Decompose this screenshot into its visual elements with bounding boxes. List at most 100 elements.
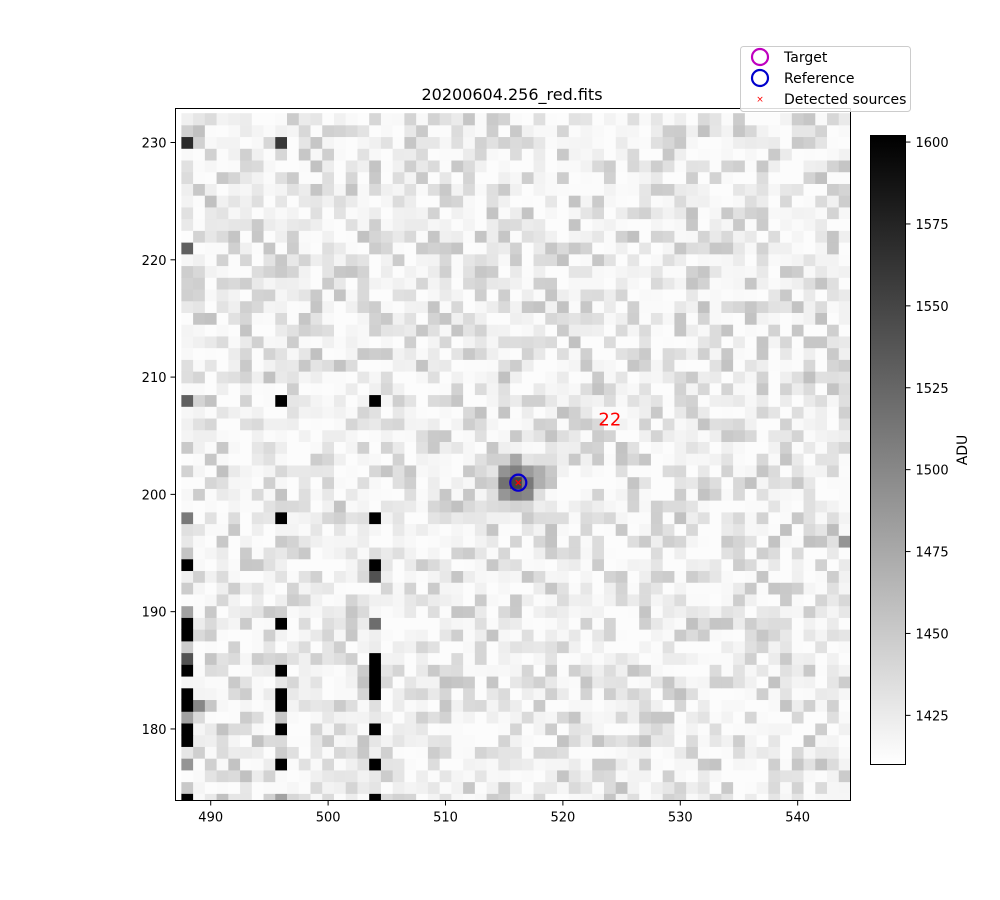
pixel <box>298 687 311 701</box>
pixel <box>627 652 640 665</box>
pixel <box>697 124 711 138</box>
pixel <box>545 124 558 138</box>
pixel <box>380 230 394 243</box>
pixel <box>451 277 464 290</box>
pixel <box>298 758 311 771</box>
pixel <box>697 347 711 360</box>
pixel <box>803 640 816 654</box>
pixel <box>533 183 546 196</box>
pixel <box>662 136 675 149</box>
pixel <box>674 160 687 173</box>
pixel <box>838 687 851 701</box>
pixel <box>404 160 417 173</box>
pixel <box>439 594 452 607</box>
pixel <box>287 699 300 712</box>
pixel <box>310 605 323 618</box>
pixel <box>416 113 429 126</box>
pixel <box>251 183 264 196</box>
pixel <box>803 535 816 548</box>
pixel <box>451 629 464 642</box>
pixel <box>639 253 652 267</box>
pixel <box>380 453 394 466</box>
pixel <box>333 406 347 419</box>
pixel <box>204 781 217 794</box>
pixel <box>486 594 499 607</box>
pixel <box>204 265 217 278</box>
pixel <box>369 394 382 407</box>
pixel <box>474 406 487 419</box>
pixel <box>686 124 699 138</box>
pixel <box>650 453 664 466</box>
pixel <box>650 113 664 126</box>
pixel <box>439 793 452 801</box>
pixel <box>181 148 194 161</box>
pixel <box>791 347 804 360</box>
pixel <box>686 418 699 431</box>
pixel <box>744 359 757 372</box>
pixel <box>439 277 452 290</box>
pixel <box>709 758 722 771</box>
pixel <box>568 218 581 231</box>
pixel <box>416 711 429 724</box>
pixel <box>204 336 217 349</box>
pixel <box>627 195 640 208</box>
pixel <box>780 535 793 548</box>
pixel <box>510 406 523 419</box>
pixel <box>780 676 793 689</box>
pixel <box>463 617 476 630</box>
pixel <box>510 582 523 595</box>
pixel <box>744 148 757 161</box>
pixel <box>416 500 429 513</box>
pixel <box>392 265 405 278</box>
pixel <box>827 324 840 337</box>
pixel <box>733 687 746 701</box>
pixel <box>298 676 311 689</box>
pixel <box>322 617 335 630</box>
pixel <box>451 183 464 196</box>
pixel <box>662 253 675 267</box>
pixel <box>240 699 253 712</box>
pixel <box>510 558 523 572</box>
pixel <box>357 277 370 290</box>
pixel <box>674 511 687 525</box>
pixel <box>287 793 300 801</box>
pixel <box>204 605 217 618</box>
pixel <box>181 429 194 442</box>
pixel <box>193 183 206 196</box>
pixel <box>240 253 253 267</box>
pixel <box>439 500 452 513</box>
pixel <box>298 183 311 196</box>
pixel <box>545 594 558 607</box>
pixel <box>228 347 241 360</box>
pixel <box>181 770 194 783</box>
pixel <box>627 406 640 419</box>
pixel <box>287 535 300 548</box>
pixel <box>639 324 652 337</box>
legend-target-label: Target <box>783 50 828 66</box>
pixel <box>263 687 276 701</box>
pixel <box>674 429 687 442</box>
pixel <box>768 640 781 654</box>
pixel <box>240 547 253 560</box>
pixel <box>275 699 288 712</box>
pixel <box>345 312 358 325</box>
pixel <box>404 547 417 560</box>
pixel <box>416 523 429 536</box>
pixel <box>498 441 511 454</box>
pixel <box>697 277 711 290</box>
pixel <box>392 242 405 255</box>
pixel <box>686 183 699 196</box>
pixel <box>298 465 311 478</box>
pixel <box>298 160 311 173</box>
pixel <box>416 195 429 208</box>
pixel <box>369 324 382 337</box>
pixel <box>357 558 370 572</box>
pixel <box>827 558 840 572</box>
pixel <box>615 629 628 642</box>
pixel <box>322 746 335 759</box>
pixel <box>228 676 241 689</box>
pixel <box>733 242 746 255</box>
pixel <box>333 253 347 267</box>
pixel <box>380 676 394 689</box>
pixel <box>827 535 840 548</box>
